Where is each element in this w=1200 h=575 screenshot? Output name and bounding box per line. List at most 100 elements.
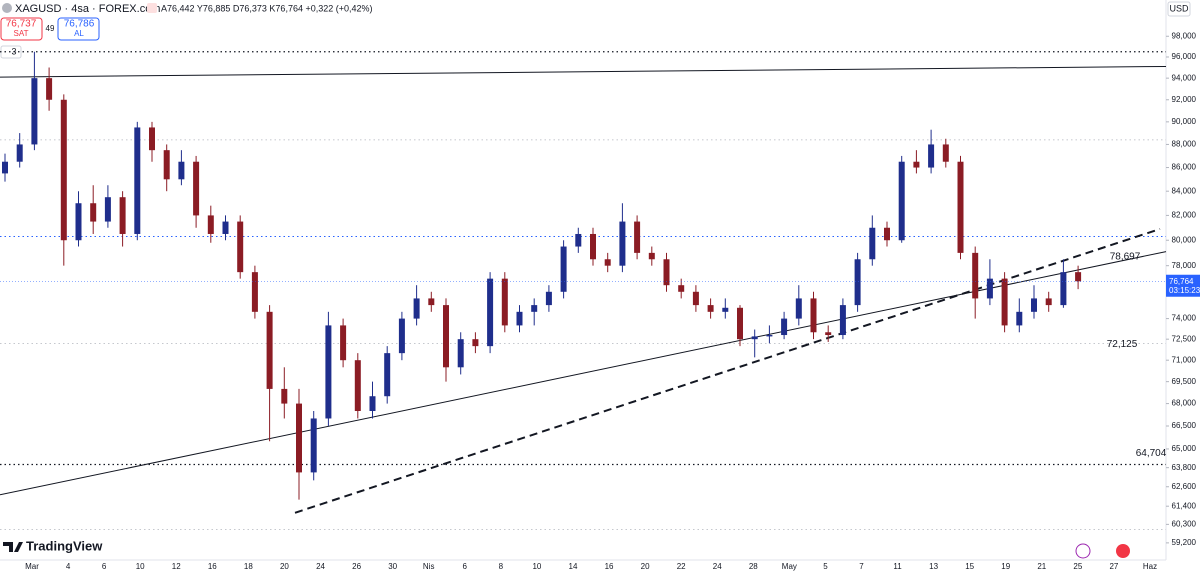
y-tick-label: 78,000 xyxy=(1172,261,1197,270)
candle-body xyxy=(545,291,552,306)
flag-icon[interactable] xyxy=(147,3,157,13)
candle-body xyxy=(707,305,714,312)
y-tick-label: 92,000 xyxy=(1172,95,1197,104)
candle-body xyxy=(810,298,817,333)
candle-body xyxy=(251,272,258,312)
x-tick-label: 16 xyxy=(208,562,217,571)
x-tick-label: 8 xyxy=(499,562,504,571)
candle-body xyxy=(1016,311,1023,326)
trendline xyxy=(294,228,1161,514)
last-price-label: 76,764 xyxy=(1169,277,1194,286)
candle-body xyxy=(839,305,846,336)
y-tick-label: 96,000 xyxy=(1172,52,1197,61)
annotation: 64,704 xyxy=(1136,448,1167,459)
y-tick-label: 88,000 xyxy=(1172,140,1197,149)
candle-body xyxy=(722,307,729,312)
candle-body xyxy=(634,221,641,253)
y-tick-label: 63,800 xyxy=(1172,463,1197,472)
y-tick-label: 84,000 xyxy=(1172,186,1197,195)
annotation: 78,697 xyxy=(1110,251,1141,262)
symbol: XAGUSD · 4sa · FOREX.com xyxy=(15,3,160,15)
y-tick-label: 90,000 xyxy=(1172,117,1197,126)
y-tick-label: 80,000 xyxy=(1172,235,1197,244)
x-tick-label: 28 xyxy=(749,562,758,571)
y-tick-label: 60,300 xyxy=(1172,519,1197,528)
candle-body xyxy=(1060,272,1067,306)
candle-body xyxy=(619,221,626,266)
candle-body xyxy=(913,161,920,168)
y-tick-label: 69,500 xyxy=(1172,377,1197,386)
candle-body xyxy=(737,307,743,340)
candle-body xyxy=(1001,278,1008,326)
candle-body xyxy=(560,246,567,292)
candle-body xyxy=(134,127,141,234)
candle-body xyxy=(266,311,273,389)
candle-body xyxy=(1045,298,1052,306)
x-tick-label: 19 xyxy=(1001,562,1010,571)
x-tick-label: 21 xyxy=(1037,562,1046,571)
ohlc-text: A76,442 Y76,885 D76,373 K76,764 +0,322 (… xyxy=(161,3,373,13)
x-tick-label: 14 xyxy=(569,562,578,571)
events-icon[interactable] xyxy=(1075,543,1091,559)
y-tick-label: 74,000 xyxy=(1172,314,1197,323)
x-tick-label: May xyxy=(782,562,797,571)
spread: 49 xyxy=(46,24,55,33)
currency-button[interactable] xyxy=(1167,1,1191,17)
candle-body xyxy=(487,278,494,347)
x-tick-label: Mar xyxy=(25,562,39,571)
y-tick-label: 94,000 xyxy=(1172,73,1197,82)
x-tick-label: 24 xyxy=(713,562,722,571)
x-tick-label: 15 xyxy=(965,562,974,571)
buy-button[interactable] xyxy=(57,17,100,41)
candle-body xyxy=(531,305,538,312)
x-tick-label: 27 xyxy=(1109,562,1118,571)
symbol-icon xyxy=(2,3,12,13)
candle-body xyxy=(398,318,405,354)
candle-body xyxy=(443,305,449,368)
candle-body xyxy=(149,127,155,151)
candle-body xyxy=(928,144,935,168)
candle-body xyxy=(501,278,508,326)
y-tick-label: 65,000 xyxy=(1172,444,1197,453)
y-tick-label: 68,000 xyxy=(1172,399,1197,408)
countdown: 03:15:23 xyxy=(1169,286,1200,295)
candle-body xyxy=(869,227,876,260)
x-tick-label: 30 xyxy=(388,562,397,571)
candle-body xyxy=(193,161,200,216)
candle-body xyxy=(46,78,53,100)
candle-body xyxy=(604,259,611,266)
y-tick-label: 62,600 xyxy=(1172,482,1197,491)
x-tick-label: 4 xyxy=(66,562,71,571)
x-tick-label: Nis xyxy=(423,562,435,571)
candle-body xyxy=(119,197,126,234)
brand: TradingView xyxy=(26,538,103,553)
x-tick-label: 24 xyxy=(316,562,325,571)
candle-body xyxy=(428,298,435,306)
x-tick-label: 7 xyxy=(859,562,864,571)
x-tick-label: 6 xyxy=(463,562,468,571)
candle-body xyxy=(16,144,23,162)
x-tick-label: 5 xyxy=(823,562,828,571)
candle-body xyxy=(178,161,185,180)
candle-body xyxy=(678,285,685,292)
x-tick-label: 25 xyxy=(1073,562,1082,571)
flag-event-icon[interactable] xyxy=(1116,544,1130,558)
x-tick-label: 18 xyxy=(244,562,253,571)
y-tick-label: 82,000 xyxy=(1172,211,1197,220)
trendline xyxy=(0,251,1167,496)
candle-body xyxy=(1031,298,1037,312)
sell-button[interactable] xyxy=(0,17,43,41)
candle-body xyxy=(942,144,949,162)
x-tick-label: 22 xyxy=(677,562,686,571)
x-tick-label: 12 xyxy=(172,562,181,571)
candle-body xyxy=(163,150,170,180)
candle-body xyxy=(986,278,993,299)
sell-label: SAT xyxy=(14,29,29,38)
candle-body xyxy=(207,215,214,234)
candle-body xyxy=(1075,272,1082,282)
candle-body xyxy=(648,252,655,260)
buy-price: 76,786 xyxy=(64,19,95,30)
candle-body xyxy=(104,197,111,222)
candle-body xyxy=(751,336,758,340)
